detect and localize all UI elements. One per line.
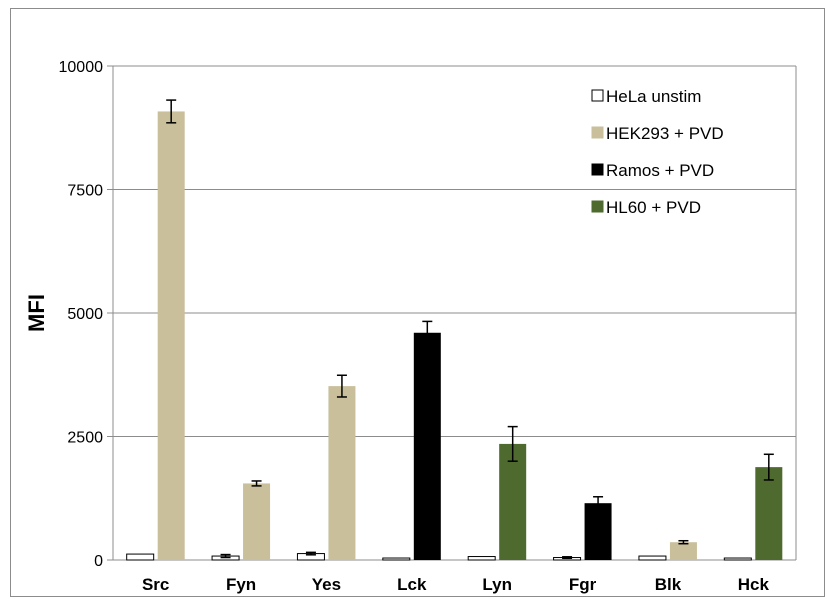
legend-swatch-0 — [591, 89, 604, 102]
legend-label: HL60 + PVD — [606, 198, 701, 217]
bar-lyn-series-0 — [467, 556, 496, 561]
x-category-label: Yes — [312, 575, 341, 594]
bar-lck-series-2 — [413, 332, 441, 560]
bar-fyn-series-1 — [243, 483, 271, 560]
error-bar-yes-series-1 — [336, 374, 347, 398]
error-bar-lck-series-2 — [422, 320, 433, 345]
y-axis-label: MFI — [24, 294, 49, 332]
y-tick-label: 5000 — [67, 306, 103, 323]
bar-lyn-series-3 — [499, 443, 527, 560]
error-bar-fgr-series-2 — [593, 496, 604, 511]
x-category-label: Hck — [738, 575, 770, 594]
chart-frame — [10, 8, 825, 597]
y-tick-label: 2500 — [67, 430, 103, 447]
legend-swatch-3 — [591, 200, 604, 213]
y-tick-labels: 0 2500 5000 7500 10000 — [59, 59, 104, 570]
bar-hck-series-0 — [723, 557, 752, 561]
bar-blk-series-0 — [638, 555, 667, 561]
error-bar-fyn-series-1 — [251, 480, 262, 487]
x-category-label: Lyn — [482, 575, 512, 594]
x-category-label: Fyn — [226, 575, 256, 594]
legend-label: HeLa unstim — [606, 87, 701, 106]
legend-label: Ramos + PVD — [606, 161, 714, 180]
bar-src-series-0 — [126, 553, 155, 561]
error-bar-fgr-series-0 — [562, 556, 573, 560]
bar-fgr-series-2 — [584, 503, 612, 560]
bar-hck-series-3 — [755, 467, 783, 560]
error-bar-src-series-1 — [166, 99, 177, 124]
error-bar-yes-series-0 — [305, 551, 316, 556]
x-category-labels: Src Fyn Yes Lck Lyn Fgr Blk Hck — [142, 575, 769, 594]
error-bar-lyn-series-3 — [507, 425, 518, 462]
error-bar-blk-series-1 — [678, 539, 689, 545]
legend-swatch-1 — [591, 126, 604, 139]
error-bar-hck-series-3 — [763, 453, 774, 481]
legend-swatch-2 — [591, 163, 604, 176]
bar-yes-series-1 — [328, 386, 356, 560]
legend: HeLa unstim HEK293 + PVD Ramos + PVD HL60 +… — [591, 87, 724, 217]
y-tick-label: 10000 — [59, 59, 104, 76]
error-bars — [166, 99, 774, 560]
x-category-label: Lck — [397, 575, 427, 594]
x-category-label: Src — [142, 575, 169, 594]
bar-lck-series-0 — [382, 557, 411, 561]
error-bar-fyn-series-0 — [220, 553, 231, 559]
y-tick-label: 7500 — [67, 183, 103, 200]
bar-blk-series-1 — [669, 542, 697, 560]
y-tick-label: 0 — [94, 553, 103, 570]
x-category-label: Fgr — [569, 575, 597, 594]
x-category-label: Blk — [655, 575, 682, 594]
bar-src-series-1 — [157, 111, 185, 560]
legend-label: HEK293 + PVD — [606, 124, 724, 143]
